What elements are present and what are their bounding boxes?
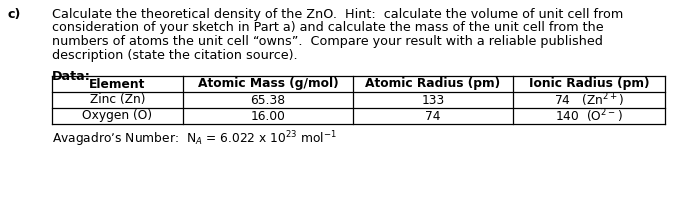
Text: Atomic Mass (g/mol): Atomic Mass (g/mol): [198, 78, 338, 90]
Text: Calculate the theoretical density of the ZnO.  Hint:  calculate the volume of un: Calculate the theoretical density of the…: [52, 8, 623, 21]
Text: Atomic Radius (pm): Atomic Radius (pm): [366, 78, 500, 90]
Text: 65.38: 65.38: [250, 94, 286, 106]
Text: consideration of your sketch in Part a) and calculate the mass of the unit cell : consideration of your sketch in Part a) …: [52, 21, 604, 35]
Text: Oxygen (O): Oxygen (O): [82, 109, 152, 122]
Text: Avagadro’s Number:  N$_A$ = 6.022 x 10$^{23}$ mol$^{-1}$: Avagadro’s Number: N$_A$ = 6.022 x 10$^{…: [52, 129, 337, 149]
Text: Data:: Data:: [52, 70, 91, 83]
Text: 133: 133: [422, 94, 444, 106]
Text: description (state the citation source).: description (state the citation source).: [52, 48, 297, 61]
Text: Element: Element: [89, 78, 146, 90]
Text: numbers of atoms the unit cell “owns”.  Compare your result with a reliable publ: numbers of atoms the unit cell “owns”. C…: [52, 35, 603, 48]
Text: 16.00: 16.00: [250, 109, 286, 122]
Text: 74   (Zn$^{2+}$): 74 (Zn$^{2+}$): [554, 91, 624, 109]
Text: 140  (O$^{2-}$): 140 (O$^{2-}$): [555, 107, 623, 125]
Text: c): c): [8, 8, 21, 21]
Text: Zinc (Zn): Zinc (Zn): [90, 94, 146, 106]
Text: Ionic Radius (pm): Ionic Radius (pm): [529, 78, 649, 90]
Text: 74: 74: [425, 109, 441, 122]
